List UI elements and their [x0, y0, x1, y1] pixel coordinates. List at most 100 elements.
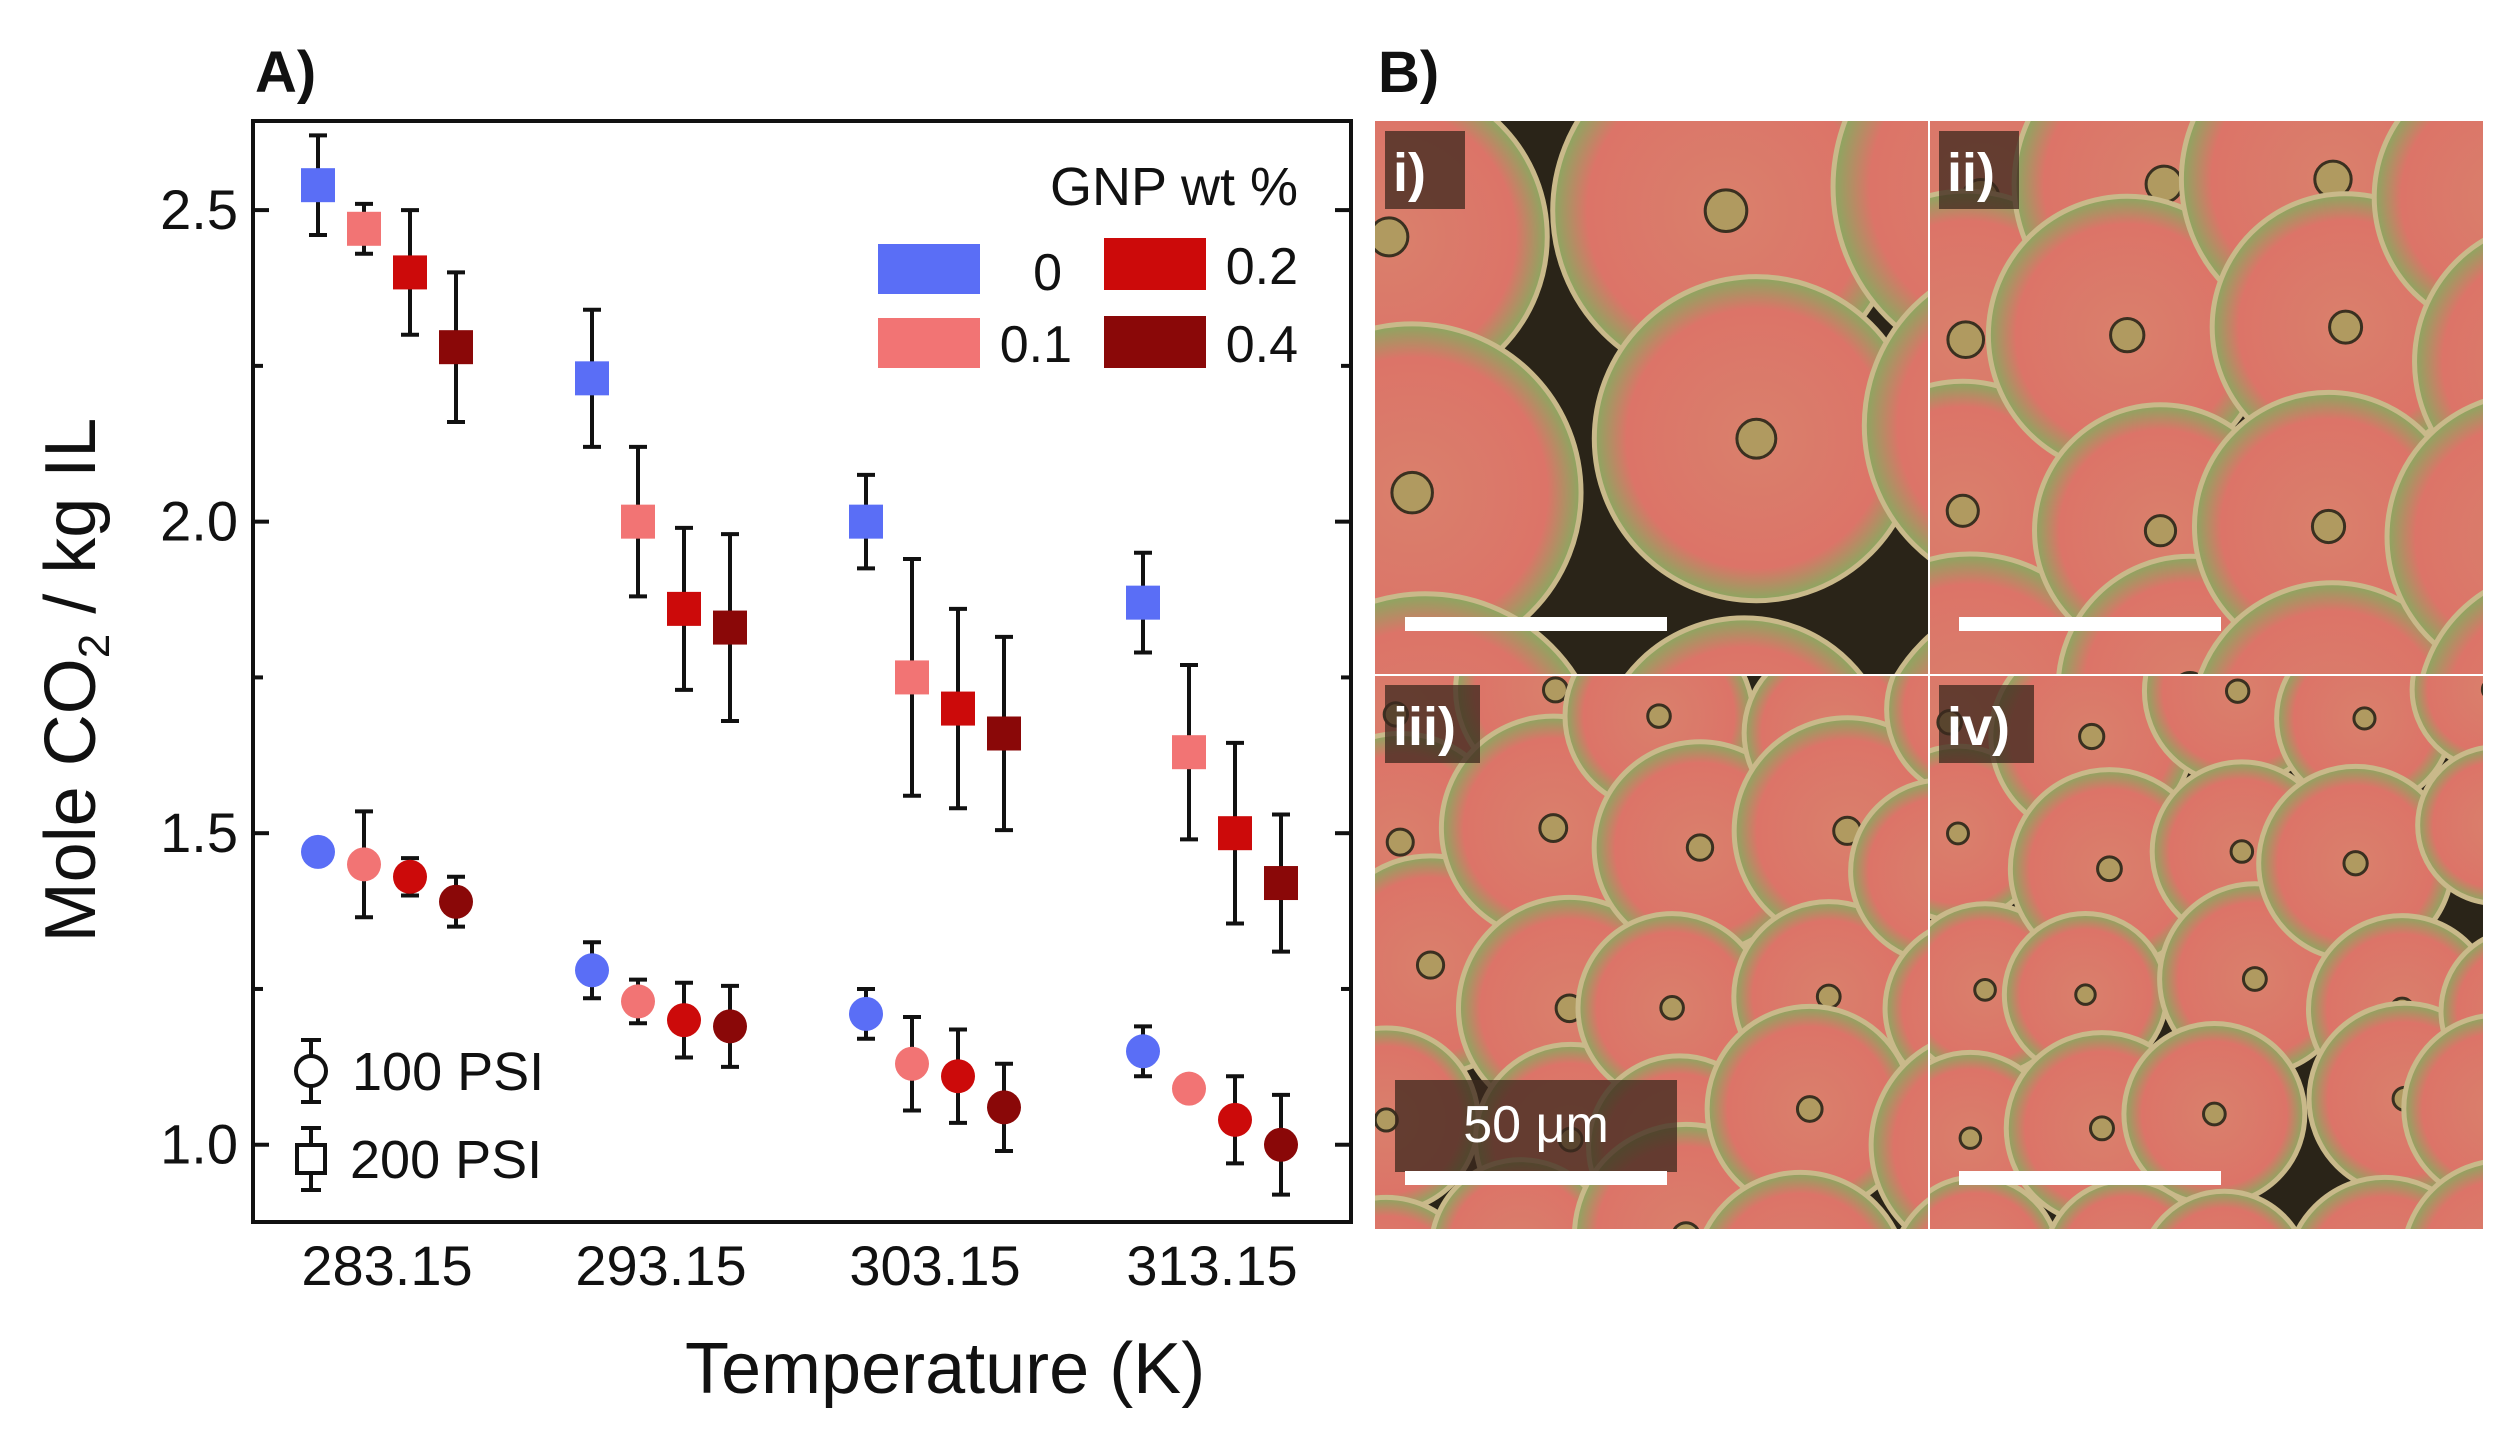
spherulite-cell [1375, 591, 1578, 675]
nucleus [2310, 508, 2347, 545]
micrograph-4: iv) [1929, 675, 2514, 1288]
micrograph-2: ii) [1929, 121, 2514, 675]
scale-bar [1959, 617, 2221, 631]
data-point-circle [393, 859, 427, 894]
nucleus [2491, 1249, 2514, 1273]
nucleus [1415, 950, 1446, 980]
spherulite-cell [1882, 928, 1929, 1089]
x-tick-label: 313.15 [1126, 1234, 1297, 1297]
spherulite-cell [1884, 675, 1929, 789]
data-point-square [1218, 816, 1252, 851]
x-tick-label: 293.15 [575, 1234, 746, 1297]
data-point-square [621, 504, 655, 539]
data-point-circle [621, 984, 655, 1019]
x-tick-label: 303.15 [849, 1234, 1020, 1297]
micrograph-label: iv) [1947, 697, 2010, 757]
spherulite-cell [2405, 1159, 2483, 1229]
chart-panel-a: 1.0 1.5 2.0 2.5 283.15 293.15 303.15 313.15 Te… [31, 119, 1353, 1409]
data-point-circle [1218, 1102, 1252, 1137]
nucleus [2241, 966, 2268, 992]
nucleus [2096, 855, 2123, 883]
data-point-square [1264, 866, 1298, 901]
nucleus [1966, 1249, 1986, 1269]
scale-bar [1405, 1171, 1667, 1185]
spherulite-cell [2197, 580, 2467, 675]
nucleus [1538, 813, 1569, 843]
x-tick-labels: 283.15 293.15 303.15 313.15 [301, 1234, 1297, 1297]
legend-label-200psi: 200 PSI [350, 1130, 542, 1190]
data-point-square [941, 691, 975, 726]
micrograph-label: i) [1393, 143, 1426, 203]
data-point-square [667, 591, 701, 626]
label-box [1385, 131, 1465, 209]
data-point-square [393, 255, 427, 290]
plot-frame [251, 119, 1353, 1224]
micrograph-label: iii) [1393, 697, 1456, 757]
nucleus [1375, 216, 1410, 258]
data-point-square [849, 504, 883, 539]
spherulite-cell [1868, 1043, 1929, 1229]
nucleus [2117, 1253, 2137, 1273]
x-axis-title: Temperature (K) [685, 1329, 1205, 1409]
data-marks [301, 133, 1298, 1197]
data-point-square [987, 716, 1021, 751]
gnp-legend: GNP wt % 0 0.2 0.1 0.4 [878, 157, 1298, 374]
legend-title: GNP wt % [1050, 157, 1298, 217]
nucleus [2480, 682, 2483, 696]
legend-label-0.1: 0.1 [1000, 316, 1072, 374]
nucleus [1973, 978, 1997, 1002]
nucleus [2352, 706, 2377, 731]
panel-label-a: A) [255, 40, 316, 105]
scale-label-box [1395, 1080, 1677, 1172]
data-point-square [347, 211, 381, 246]
y-axis-title: Mole CO2 / kg IL [31, 418, 119, 943]
legend-swatch-0 [878, 244, 980, 294]
spherulite-cell [2401, 1013, 2483, 1204]
legend-swatch-0.4 [1104, 316, 1206, 368]
spherulite-cell [2420, 589, 2483, 675]
micrograph-panel-b: i) ii) iii) iv) 50 μm [1375, 121, 2514, 1288]
label-box [1385, 685, 1480, 763]
nucleus [1659, 994, 1685, 1021]
y-tick-label: 2.5 [160, 178, 238, 241]
spherulite-cell [2384, 398, 2483, 675]
square-marker-icon [295, 1143, 327, 1175]
micrograph-1: i) [1375, 121, 1929, 675]
nucleus [2342, 850, 2369, 877]
spherulite-cell [1848, 778, 1929, 965]
scale-bar [1405, 617, 1667, 631]
data-point-circle [439, 884, 473, 919]
data-point-circle [941, 1059, 975, 1094]
nucleus [2328, 309, 2364, 345]
panel-label-b: B) [1378, 40, 1439, 105]
data-point-square [575, 361, 609, 396]
nucleus [2214, 1266, 2234, 1286]
nucleus [2373, 1264, 2397, 1288]
spherulite-cell [2409, 675, 2483, 772]
nucleus [1541, 676, 1569, 704]
nucleus [2493, 181, 2514, 213]
y-tick-label: 1.0 [160, 1113, 238, 1176]
spherulite-cell [1861, 289, 1929, 562]
legend-label-100psi: 100 PSI [352, 1042, 544, 1102]
y-tick-label: 1.5 [160, 801, 238, 864]
data-point-square [301, 168, 335, 203]
data-point-circle [895, 1046, 929, 1081]
spherulite-cell [2415, 745, 2483, 905]
data-point-circle [1264, 1127, 1298, 1162]
spherulite-cell [1900, 1196, 1929, 1229]
data-point-circle [1172, 1071, 1206, 1106]
micrograph-label: ii) [1947, 143, 1995, 203]
nucleus [1685, 833, 1715, 862]
nucleus [2486, 1097, 2508, 1119]
legend-swatch-0.1 [878, 318, 980, 368]
label-box [1939, 685, 2034, 763]
data-point-circle [575, 953, 609, 988]
data-point-circle [347, 847, 381, 882]
nucleus [1945, 493, 1980, 528]
axis-ticks [253, 208, 1351, 1147]
circle-marker-icon [294, 1054, 328, 1088]
nucleus [1946, 320, 1986, 359]
data-point-circle [301, 834, 335, 869]
